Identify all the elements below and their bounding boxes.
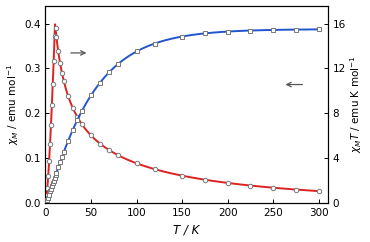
Y-axis label: $\chi_M$ / emu mol$^{-1}$: $\chi_M$ / emu mol$^{-1}$ <box>6 64 21 145</box>
Y-axis label: $\chi_M T$ / emu K mol$^{-1}$: $\chi_M T$ / emu K mol$^{-1}$ <box>349 55 364 153</box>
X-axis label: T / K: T / K <box>174 223 200 236</box>
